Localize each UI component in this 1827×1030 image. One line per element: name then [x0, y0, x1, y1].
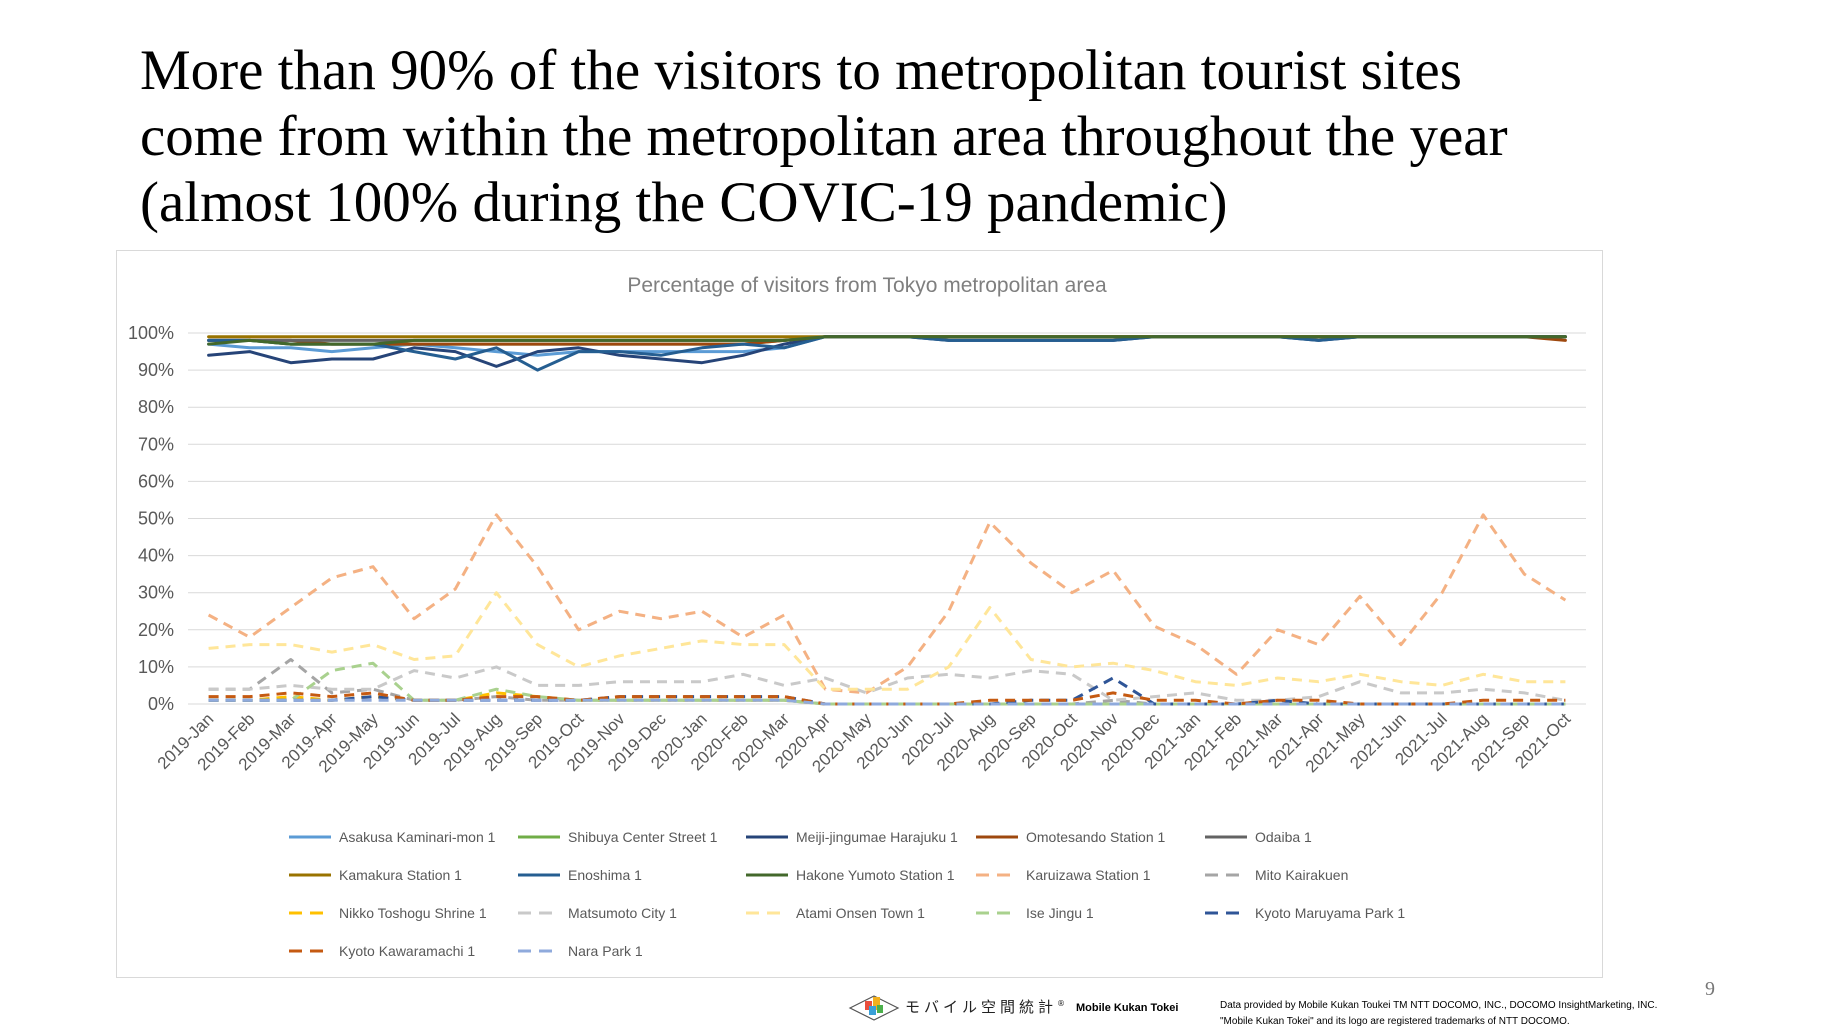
- y-tick-label: 20%: [138, 620, 174, 640]
- slide-title-line-2: come from within the metropolitan area t…: [140, 105, 1508, 168]
- series-line: [207, 335, 1567, 346]
- legend-label: Matsumoto City 1: [568, 905, 677, 921]
- slide-title: More than 90% of the visitors to metropo…: [140, 38, 1700, 236]
- legend-label: Hakone Yumoto Station 1: [796, 867, 955, 883]
- y-tick-label: 90%: [138, 360, 174, 380]
- legend-label: Odaiba 1: [1255, 829, 1312, 845]
- legend-label: Enoshima 1: [568, 867, 642, 883]
- legend-label: Atami Onsen Town 1: [796, 905, 925, 921]
- legend-label: Ise Jingu 1: [1026, 905, 1094, 921]
- legend-label: Kyoto Kawaramachi 1: [339, 943, 475, 959]
- page-number: 9: [1705, 978, 1715, 1000]
- logo-text-jp: モバイル空間統計®: [905, 998, 1066, 1016]
- y-tick-label: 80%: [138, 397, 174, 417]
- series-line: [208, 661, 1566, 706]
- series-line: [208, 691, 1566, 706]
- y-tick-label: 30%: [138, 583, 174, 603]
- slide-title-line-3: (almost 100% during the COVIC-19 pandemi…: [140, 171, 1228, 234]
- y-tick-label: 50%: [138, 509, 174, 529]
- legend-label: Mito Kairakuen: [1255, 867, 1348, 883]
- y-tick-label: 10%: [138, 657, 174, 677]
- series-line: [208, 698, 1566, 706]
- chart-title: Percentage of visitors from Tokyo metrop…: [627, 274, 1107, 297]
- series-line: [208, 591, 1566, 691]
- y-tick-label: 100%: [128, 323, 174, 343]
- registered-mark: ®: [1057, 999, 1066, 1008]
- y-tick-label: 40%: [138, 546, 174, 566]
- footer-credit: Data provided by Mobile Kukan Toukei TM …: [1220, 998, 1657, 1030]
- legend-label: Nara Park 1: [568, 943, 643, 959]
- legend-label: Meiji-jingumae Harajuku 1: [796, 829, 958, 845]
- y-tick-label: 0%: [148, 694, 174, 714]
- mobile-kukan-tokei-logo: [848, 995, 900, 1021]
- y-tick-label: 60%: [138, 471, 174, 491]
- line-chart: Percentage of visitors from Tokyo metrop…: [128, 274, 1586, 959]
- footer-brand: Mobile Kukan Tokei: [1076, 1002, 1179, 1014]
- series-line: [207, 513, 1567, 695]
- legend-label: Kyoto Maruyama Park 1: [1255, 905, 1405, 921]
- legend-label: Shibuya Center Street 1: [568, 829, 718, 845]
- legend-label: Asakusa Kaminari-mon 1: [339, 829, 496, 845]
- y-tick-label: 70%: [138, 434, 174, 454]
- legend-label: Karuizawa Station 1: [1026, 867, 1151, 883]
- credit-line-1: Data provided by Mobile Kukan Toukei TM …: [1220, 1000, 1658, 1011]
- legend-label: Omotesando Station 1: [1026, 829, 1166, 845]
- slide-title-line-1: More than 90% of the visitors to metropo…: [140, 39, 1462, 102]
- series-line: [208, 665, 1566, 702]
- credit-line-2: "Mobile Kukan Tokei" and its logo are re…: [1220, 1016, 1570, 1027]
- legend-label: Nikko Toshogu Shrine 1: [339, 905, 487, 921]
- chart-frame: [116, 250, 1603, 978]
- legend-label: Kamakura Station 1: [339, 867, 462, 883]
